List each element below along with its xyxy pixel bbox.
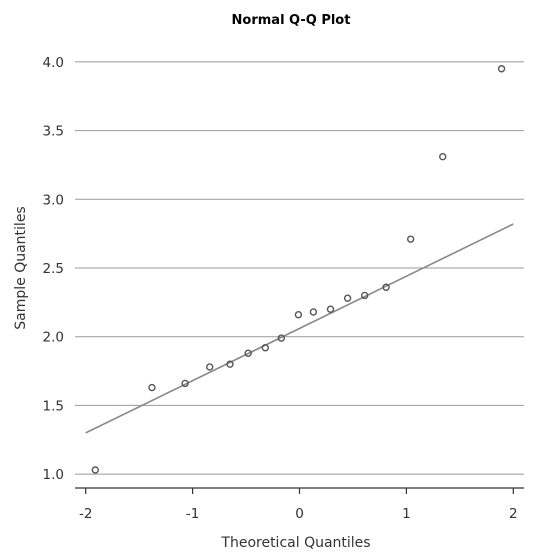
y-tick-label: 1.0 [43,467,64,483]
y-tick-label: 2.0 [43,330,64,346]
data-point [91,466,100,474]
data-point [277,334,286,342]
y-axis-label: Sample Quantiles [13,206,29,329]
data-point [294,311,303,319]
x-tick-label: 2 [509,506,518,522]
data-point [244,349,252,357]
y-tick-label: 4.0 [43,55,64,71]
data-point [205,363,214,371]
data-point [382,283,390,291]
data-point [148,383,156,392]
data-point [497,65,506,73]
data-point [343,294,352,302]
data-points [91,65,506,474]
x-axis-label: Theoretical Quantiles [220,535,370,551]
data-point [181,379,189,388]
axes: 1.0 1.5 2.0 2.5 3.0 3.5 4.0 -2 -1 0 1 2 [43,55,524,522]
x-tick-label: 1 [402,506,411,522]
data-point [326,305,335,313]
y-tick-label: 2.5 [43,261,64,277]
x-tick-label: -2 [79,506,92,522]
data-point [226,360,234,368]
data-point [439,152,447,161]
x-tick-label: 0 [295,506,304,522]
y-tick-label: 1.5 [43,398,64,414]
gridlines [75,61,524,475]
reference-line-layer [85,223,514,434]
data-point [309,308,318,316]
data-point [361,291,369,300]
y-tick-label: 3.5 [43,124,64,140]
reference-line [85,223,514,434]
chart-title: Normal Q-Q Plot [232,13,351,28]
data-point [406,235,415,243]
y-tick-label: 3.0 [43,192,64,208]
x-tick-label: -1 [186,506,199,522]
data-point [261,344,269,352]
